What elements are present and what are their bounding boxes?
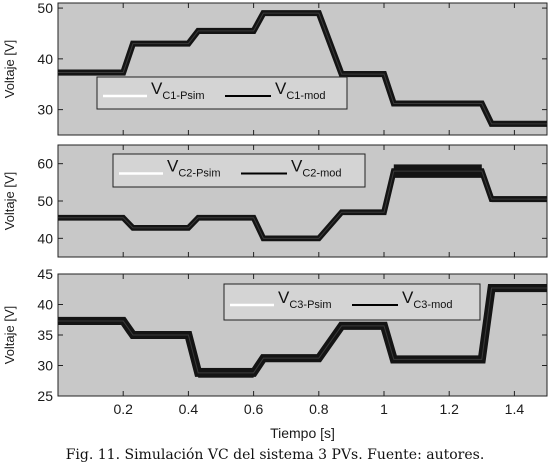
- legend-label-mod-main: V: [291, 157, 303, 176]
- y-tick-label: 40: [37, 51, 53, 67]
- legend-label-sim-main: V: [151, 79, 163, 98]
- y-tick-label: 25: [37, 388, 53, 404]
- series-line-sim: [58, 12, 547, 125]
- legend: VC1-Psim VC1-mod: [96, 76, 348, 110]
- x-tick-label: 1: [380, 401, 388, 417]
- legend-label-sim: VC2-Psim: [167, 157, 221, 180]
- y-tick-label: 45: [37, 266, 53, 282]
- y-tick-label: 60: [37, 156, 53, 172]
- y-tick-label: 30: [37, 102, 53, 118]
- x-tick-label: 0.6: [244, 401, 264, 417]
- series-line-sim: [58, 287, 547, 374]
- plot-area: [57, 2, 548, 136]
- x-tick-label: 0.4: [179, 401, 199, 417]
- legend-label-sim-sub: C3-Psim: [289, 299, 331, 311]
- legend-label-mod-sub: C2-mod: [302, 168, 341, 180]
- x-axis-label: Tiempo [s]: [270, 425, 335, 441]
- legend-label-mod-sub: C1-mod: [286, 90, 325, 102]
- legend-label-sim-sub: C1-Psim: [162, 90, 204, 102]
- legend-label-mod-sub: C3-mod: [413, 299, 452, 311]
- x-tick-label: 1.4: [505, 401, 525, 417]
- legend-label-mod-main: V: [275, 79, 287, 98]
- x-tick-label: 1.2: [439, 401, 459, 417]
- y-tick-label: 30: [37, 358, 53, 374]
- figure-caption: Fig. 11. Simulación VC del sistema 3 PVs…: [65, 447, 485, 463]
- x-tick-label: 0.8: [309, 401, 329, 417]
- legend-label-mod-main: V: [402, 288, 414, 307]
- x-tick-label: 0.2: [113, 401, 133, 417]
- legend-label-sim-sub: C2-Psim: [178, 168, 220, 180]
- y-tick-label: 40: [37, 297, 53, 313]
- y-axis-label: Voltaje [V]: [2, 172, 17, 231]
- y-tick-label: 50: [37, 0, 53, 16]
- legend-box: [112, 153, 366, 188]
- y-tick-label: 35: [37, 327, 53, 343]
- series-line-sim: [58, 170, 547, 239]
- legend: VC3-Psim VC3-mod: [223, 283, 481, 321]
- legend-box: [223, 283, 481, 321]
- legend-label-sim: VC1-Psim: [151, 79, 205, 102]
- legend-box: [96, 76, 348, 110]
- legend-label-sim: VC3-Psim: [278, 288, 332, 311]
- legend-label-mod: VC1-mod: [275, 79, 325, 102]
- y-axis-label: Voltaje [V]: [2, 306, 17, 365]
- y-tick-label: 50: [37, 193, 53, 209]
- legend-label-mod: VC3-mod: [402, 288, 452, 311]
- y-tick-label: 40: [37, 230, 53, 246]
- legend: VC2-Psim VC2-mod: [112, 153, 366, 188]
- legend-label-sim-main: V: [278, 288, 290, 307]
- y-axis-label: Voltaje [V]: [2, 40, 17, 99]
- legend-label-sim-main: V: [167, 157, 179, 176]
- legend-label-mod: VC2-mod: [291, 157, 341, 180]
- chart-panel-3: 25 30 35 40 45 0.2 0.4 0.6 0.8 1 1.2 1.4 Voltaje [V]…: [2, 266, 548, 441]
